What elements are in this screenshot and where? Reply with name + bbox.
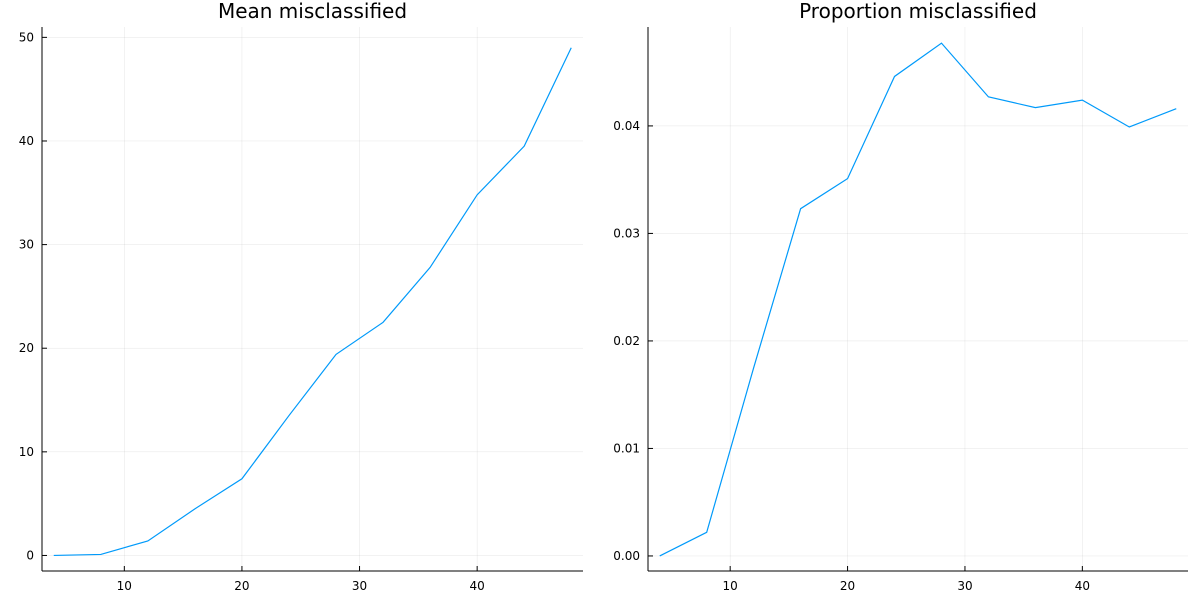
y-tick-label: 40 — [19, 134, 34, 148]
y-tick-label: 0.03 — [613, 226, 640, 240]
y-tick-label: 0.04 — [613, 119, 640, 133]
y-tick-label: 0 — [26, 548, 34, 562]
x-tick-label: 40 — [1075, 579, 1090, 593]
x-tick-label: 10 — [117, 579, 132, 593]
x-tick-label: 30 — [957, 579, 972, 593]
x-tick-label: 10 — [723, 579, 738, 593]
y-tick-label: 0.01 — [613, 441, 640, 455]
y-tick-label: 0.02 — [613, 334, 640, 348]
y-tick-label: 10 — [19, 445, 34, 459]
chart-title-mean-misclassified: Mean misclassified — [218, 0, 407, 23]
panel-proportion-misclassified: Proportion misclassified 10 20 30 40 0.00 0.0… — [613, 0, 1188, 593]
y-tick-label: 20 — [19, 341, 34, 355]
x-tick-label: 20 — [840, 579, 855, 593]
x-tick-label: 40 — [470, 579, 485, 593]
series-line — [659, 42, 1177, 557]
x-tick-label: 20 — [234, 579, 249, 593]
y-tick-label: 0.00 — [613, 549, 640, 563]
series-line — [53, 47, 572, 557]
y-tick-label: 50 — [19, 30, 34, 44]
panel-mean-misclassified: Mean misclassified 10 20 30 40 0 10 20 30 40 50 — [19, 0, 583, 593]
y-tick-label: 30 — [19, 238, 34, 252]
chart-title-proportion-misclassified: Proportion misclassified — [799, 0, 1037, 23]
x-tick-label: 30 — [352, 579, 367, 593]
